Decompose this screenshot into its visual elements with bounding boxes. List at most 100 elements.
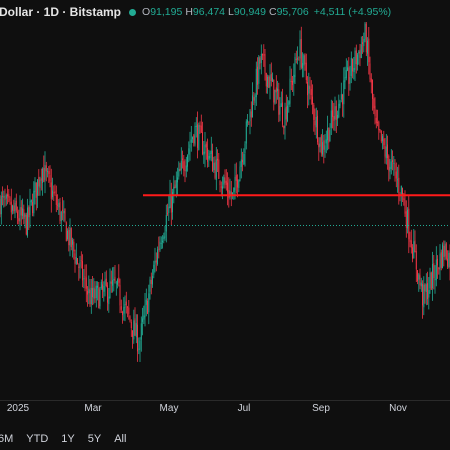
candle-body (448, 253, 450, 267)
candle-body (204, 144, 206, 154)
candle-body (44, 165, 46, 180)
candle-body (363, 39, 365, 47)
candle-body (305, 62, 307, 80)
range-5y-button[interactable]: 5Y (87, 433, 102, 445)
candle-body (422, 284, 423, 306)
candle-body (99, 289, 101, 307)
candle-body (447, 258, 448, 267)
candle-body (138, 348, 140, 350)
candle-body (335, 106, 337, 120)
candle-body (100, 281, 102, 289)
candle-body (49, 175, 51, 182)
candle-body (34, 182, 36, 193)
candle-body (217, 158, 218, 161)
candle-body (182, 158, 183, 160)
candle-body (380, 130, 382, 142)
candle-body (19, 207, 21, 222)
candle-body (29, 201, 31, 216)
time-axis-divider (0, 400, 450, 401)
candle-body (172, 192, 173, 213)
candle-body (425, 284, 427, 292)
candle-body (188, 148, 190, 155)
open-label: O (142, 6, 151, 18)
change-value: +4,511 (+4.95%) (313, 6, 392, 18)
candle-body (83, 278, 85, 280)
candle-body (189, 144, 191, 148)
candle-body (72, 239, 73, 245)
candle-body (43, 167, 45, 182)
candle-body (397, 179, 398, 181)
candle-body (158, 248, 160, 250)
time-axis[interactable]: 2025 Mar May Jul Sep Nov (0, 400, 450, 420)
candle-body (370, 78, 372, 83)
candle-body (368, 38, 370, 63)
candle-body (202, 132, 203, 155)
candle-body (15, 200, 17, 211)
range-1y-button[interactable]: 1Y (61, 433, 75, 445)
candle-body (417, 270, 418, 282)
candle-body (88, 288, 90, 294)
candle-body (218, 159, 220, 179)
candle-body (243, 153, 245, 165)
candle-body (318, 143, 320, 148)
candle-body (384, 146, 386, 157)
candle-body (248, 121, 250, 123)
candle-body (413, 241, 415, 259)
candle-body (345, 70, 347, 79)
candle-body (199, 125, 201, 127)
candle-body (252, 95, 253, 117)
candle-body (303, 55, 305, 66)
candle-body (359, 49, 361, 58)
candle-body (300, 39, 302, 68)
candles (0, 22, 450, 362)
open-value: 91,195 (150, 6, 183, 18)
candle-body (102, 284, 103, 290)
candle-body (264, 54, 266, 74)
candle-body (27, 207, 28, 236)
range-ytd-button[interactable]: YTD (26, 433, 49, 445)
candle-body (185, 165, 187, 172)
close-value: 95,706 (276, 6, 309, 18)
candle-body (415, 251, 417, 270)
candle-body (283, 125, 285, 129)
candle-body (137, 324, 138, 352)
candle-body (0, 199, 1, 215)
candle-body (338, 103, 340, 118)
candle-body (258, 57, 260, 84)
candle-body (23, 209, 25, 219)
candle-body (390, 161, 392, 169)
candle-body (68, 230, 70, 246)
range-all-button[interactable]: All (114, 433, 127, 445)
candle-body (350, 57, 352, 77)
candle-body (333, 116, 335, 121)
candle-body (67, 230, 68, 239)
candle-body (443, 245, 445, 258)
candle-body (274, 89, 276, 104)
candle-body (193, 135, 195, 144)
candle-body (28, 207, 30, 218)
candle-body (317, 115, 318, 143)
candle-body (169, 193, 171, 208)
price-chart[interactable] (0, 22, 450, 400)
candle-body (279, 106, 281, 115)
candle-body (90, 287, 92, 304)
candle-body (9, 198, 11, 201)
candle-body (198, 125, 200, 150)
candle-body (222, 186, 223, 189)
candle-body (80, 260, 82, 262)
candle-body (405, 211, 407, 228)
candle-body (375, 117, 377, 124)
candle-body (442, 244, 443, 269)
candle-body (89, 290, 91, 306)
candle-body (290, 81, 292, 82)
candle-body (284, 108, 286, 128)
symbol-title[interactable]: Dollar · 1D · Bitstamp (0, 5, 122, 19)
candle-body (419, 275, 421, 286)
candle-body (42, 168, 43, 183)
candle-body (224, 177, 226, 183)
candle-body (282, 102, 283, 125)
candle-body (365, 23, 367, 53)
candle-body (69, 227, 71, 246)
candle-body (160, 243, 162, 244)
range-6m-button[interactable]: 6M (0, 433, 14, 445)
